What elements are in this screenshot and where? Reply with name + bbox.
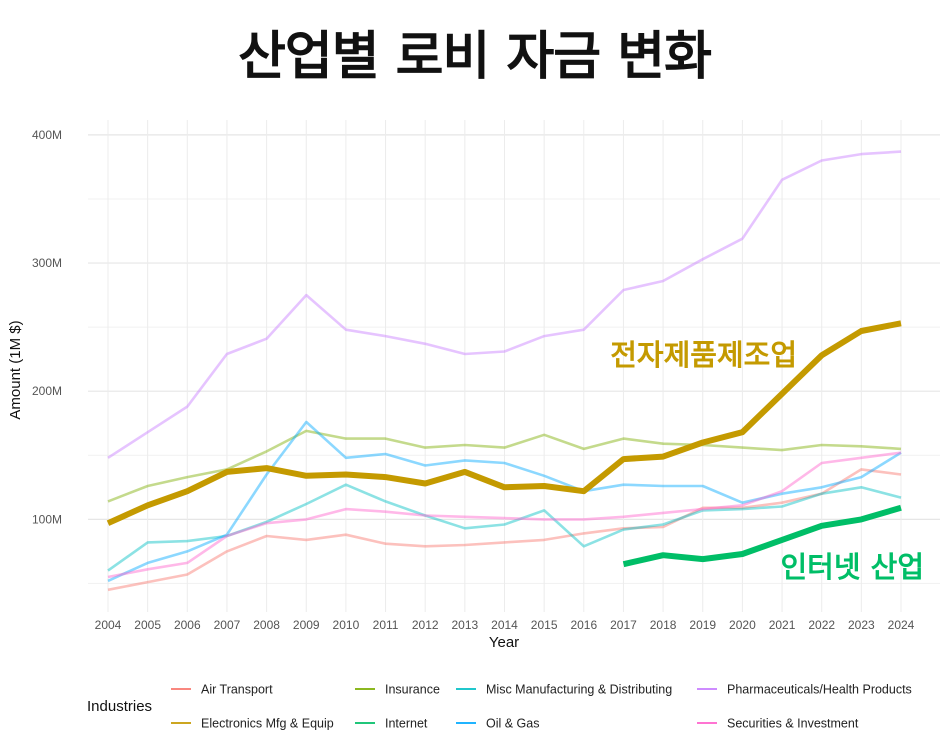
x-tick-label: 2008 bbox=[253, 618, 280, 632]
y-tick-label: 200M bbox=[32, 384, 62, 398]
x-tick-label: 2004 bbox=[95, 618, 122, 632]
y-axis-ticks: 100M 200M 300M 400M bbox=[32, 128, 62, 526]
page-title: 산업별 로비 자금 변화 bbox=[238, 27, 712, 87]
x-tick-label: 2015 bbox=[531, 618, 558, 632]
x-tick-label: 2019 bbox=[689, 618, 716, 632]
x-tick-label: 2022 bbox=[808, 618, 835, 632]
highlighted-series bbox=[106, 320, 902, 568]
series-line-insurance bbox=[107, 429, 902, 503]
grid-lines bbox=[88, 120, 940, 612]
legend-label: Securities & Investment bbox=[727, 717, 859, 731]
series-line-pharmaceuticals-health-products bbox=[107, 150, 902, 459]
y-axis-title: Amount (1M $) bbox=[7, 320, 24, 419]
x-axis-title: Year bbox=[489, 634, 519, 651]
legend-label: Misc Manufacturing & Distributing bbox=[486, 683, 672, 697]
x-tick-label: 2007 bbox=[214, 618, 241, 632]
x-tick-label: 2014 bbox=[491, 618, 518, 632]
y-tick-label: 300M bbox=[32, 256, 62, 270]
x-tick-label: 2024 bbox=[888, 618, 915, 632]
x-tick-label: 2005 bbox=[134, 618, 161, 632]
x-tick-label: 2020 bbox=[729, 618, 756, 632]
annotation-label: 인터넷 산업 bbox=[781, 550, 925, 584]
series-line-oil-gas bbox=[107, 420, 902, 583]
legend-label: Internet bbox=[385, 717, 428, 731]
series-line-electronics-mfg-equip bbox=[106, 320, 902, 526]
x-tick-label: 2017 bbox=[610, 618, 637, 632]
series-line-misc-manufacturing-distributing bbox=[107, 483, 902, 572]
annotation-label: 전자제품제조업 bbox=[610, 338, 797, 372]
background-series bbox=[107, 150, 902, 592]
y-tick-label: 400M bbox=[32, 128, 62, 142]
x-tick-label: 2018 bbox=[650, 618, 677, 632]
x-tick-label: 2021 bbox=[769, 618, 796, 632]
x-tick-label: 2012 bbox=[412, 618, 439, 632]
x-axis-ticks: 2004 2005 2006 2007 2008 2009 2010 2011 2012 2013… bbox=[95, 618, 915, 632]
legend: Industries Air Transport Electronics Mfg … bbox=[87, 683, 912, 731]
x-tick-label: 2013 bbox=[451, 618, 478, 632]
x-tick-label: 2009 bbox=[293, 618, 320, 632]
y-tick-label: 100M bbox=[32, 512, 62, 526]
x-tick-label: 2010 bbox=[333, 618, 360, 632]
x-tick-label: 2006 bbox=[174, 618, 201, 632]
series-line-internet bbox=[622, 504, 902, 568]
legend-label: Pharmaceuticals/Health Products bbox=[727, 683, 912, 697]
legend-label: Oil & Gas bbox=[486, 717, 540, 731]
x-tick-label: 2023 bbox=[848, 618, 875, 632]
series-line-securities-investment bbox=[107, 451, 902, 579]
x-tick-label: 2016 bbox=[570, 618, 597, 632]
legend-label: Electronics Mfg & Equip bbox=[201, 717, 334, 731]
series-line-air-transport bbox=[107, 468, 902, 592]
legend-label: Insurance bbox=[385, 683, 440, 697]
legend-title: Industries bbox=[87, 698, 152, 715]
legend-label: Air Transport bbox=[201, 683, 273, 697]
x-tick-label: 2011 bbox=[373, 618, 399, 632]
